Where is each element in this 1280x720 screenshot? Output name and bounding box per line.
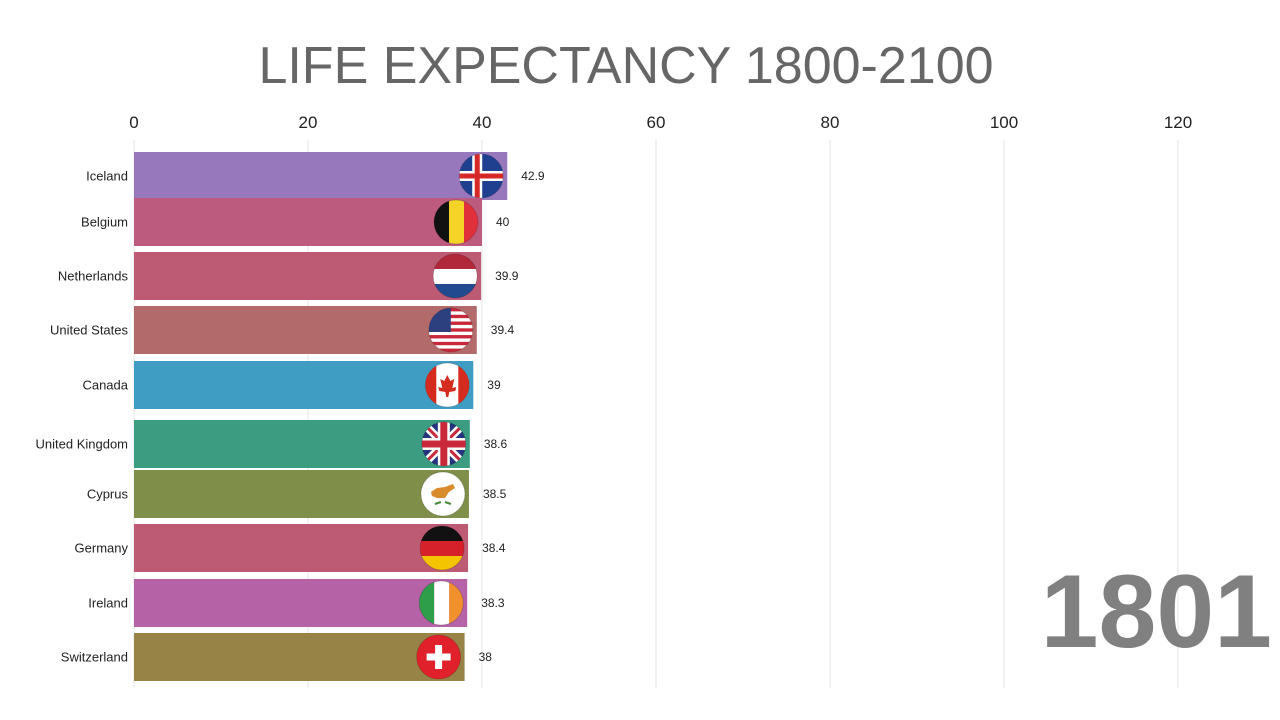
x-tick-label: 60 [647, 113, 666, 132]
belgium-flag-icon [433, 199, 479, 245]
category-label: Belgium [81, 215, 128, 230]
value-label: 38 [479, 650, 493, 664]
bar [134, 152, 508, 200]
category-label: Canada [82, 378, 128, 393]
bar [134, 524, 469, 572]
year-indicator: 1801 [1040, 554, 1272, 670]
category-label: Germany [75, 541, 129, 556]
category-label: Netherlands [58, 269, 129, 284]
category-label: Ireland [88, 596, 128, 611]
bar [134, 198, 482, 246]
bar [134, 420, 470, 468]
bar-row: Ireland 38.3 [88, 579, 505, 627]
category-label: Iceland [86, 169, 128, 184]
bar-row: Cyprus 38.5 [87, 470, 507, 518]
value-label: 38.6 [484, 437, 508, 451]
bar-row: Canada 39 [82, 361, 501, 409]
value-label: 39.4 [491, 323, 515, 337]
category-label: Switzerland [61, 650, 128, 665]
bar-row: United States 39.4 [50, 306, 515, 354]
value-label: 39.9 [495, 269, 519, 283]
x-tick-label: 100 [990, 113, 1018, 132]
x-tick-label: 120 [1164, 113, 1192, 132]
germany-flag-icon [419, 525, 465, 571]
bar [134, 361, 474, 409]
x-tick-label: 80 [821, 113, 840, 132]
switzerland-flag-icon [416, 634, 462, 680]
chart-title: LIFE EXPECTANCY 1800-2100 [258, 37, 994, 95]
value-label: 39 [487, 378, 501, 392]
ireland-flag-icon [418, 580, 464, 626]
value-label: 40 [496, 215, 510, 229]
bar-row: Belgium 40 [81, 198, 510, 246]
category-label: United Kingdom [36, 437, 129, 452]
iceland-flag-icon [458, 153, 504, 199]
x-tick-label: 20 [299, 113, 318, 132]
bar [134, 306, 477, 354]
category-label: Cyprus [87, 487, 129, 502]
bar [134, 579, 468, 627]
bar-row: Iceland 42.9 [86, 152, 545, 200]
bar-row: United Kingdom 38.6 [36, 420, 508, 468]
bars: Iceland 42.9 Belgium 40 Netherlands 39.9 Unite… [36, 152, 545, 681]
bar [134, 252, 482, 300]
bar-row: Netherlands 39.9 [58, 252, 519, 300]
value-label: 42.9 [521, 169, 545, 183]
x-tick-label: 0 [129, 113, 138, 132]
bar-row: Germany 38.4 [75, 524, 506, 572]
cyprus-flag-icon [420, 471, 466, 517]
x-axis-ticks: 0 20 40 60 80 100 120 [129, 113, 1192, 132]
bar [134, 470, 469, 518]
united-kingdom-flag-icon [421, 421, 467, 467]
bar-row: Switzerland 38 [61, 633, 492, 681]
canada-flag-icon [424, 362, 470, 408]
x-tick-label: 40 [473, 113, 492, 132]
bar [134, 633, 465, 681]
category-label: United States [50, 323, 129, 338]
value-label: 38.3 [481, 596, 505, 610]
netherlands-flag-icon [432, 253, 478, 299]
value-label: 38.4 [482, 541, 506, 555]
united-states-flag-icon [428, 307, 474, 353]
value-label: 38.5 [483, 487, 507, 501]
